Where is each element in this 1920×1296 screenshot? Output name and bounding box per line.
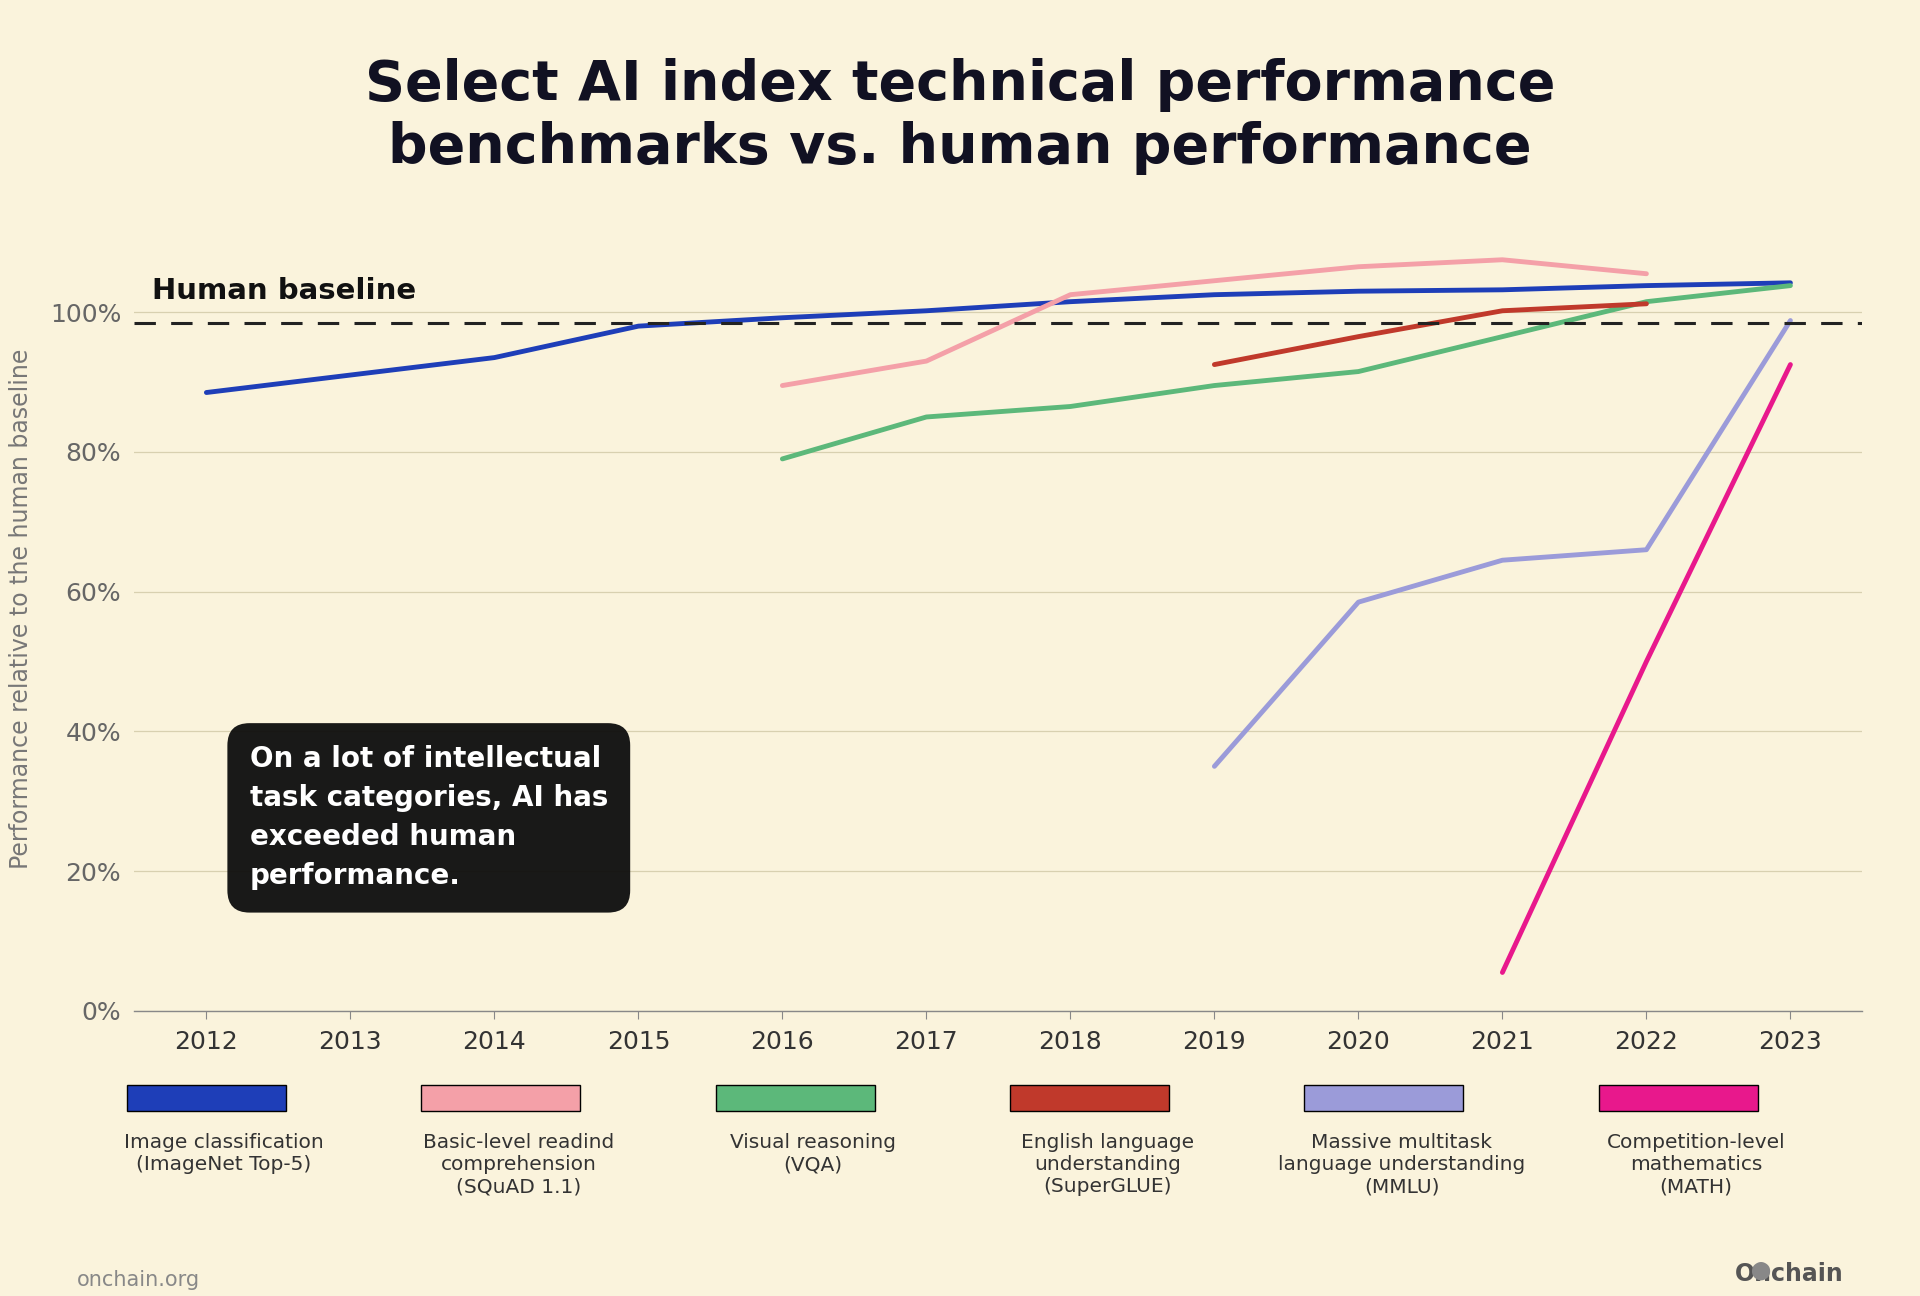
Text: Human baseline: Human baseline [152, 277, 417, 305]
Text: Basic-level readind
comprehension
(SQuAD 1.1): Basic-level readind comprehension (SQuAD… [422, 1134, 614, 1196]
Text: onchain.org: onchain.org [77, 1270, 200, 1290]
FancyBboxPatch shape [127, 1085, 286, 1112]
FancyBboxPatch shape [1010, 1085, 1169, 1112]
FancyBboxPatch shape [716, 1085, 876, 1112]
Text: English language
understanding
(SuperGLUE): English language understanding (SuperGLU… [1021, 1134, 1194, 1196]
FancyBboxPatch shape [1304, 1085, 1463, 1112]
FancyBboxPatch shape [420, 1085, 580, 1112]
Text: Select AI index technical performance
benchmarks vs. human performance: Select AI index technical performance be… [365, 58, 1555, 175]
Text: ⬤: ⬤ [1751, 1262, 1770, 1280]
Text: On a lot of intellectual
task categories, AI has
exceeded human
performance.: On a lot of intellectual task categories… [250, 745, 609, 890]
Text: Massive multitask
language understanding
(MMLU): Massive multitask language understanding… [1279, 1134, 1524, 1196]
Text: Image classification
(ImageNet Top-5): Image classification (ImageNet Top-5) [125, 1134, 324, 1174]
Text: Onchain: Onchain [1734, 1261, 1843, 1286]
Text: Visual reasoning
(VQA): Visual reasoning (VQA) [730, 1134, 897, 1174]
Text: Competition-level
mathematics
(MATH): Competition-level mathematics (MATH) [1607, 1134, 1786, 1196]
FancyBboxPatch shape [1599, 1085, 1759, 1112]
Y-axis label: Performance relative to the human baseline: Performance relative to the human baseli… [10, 349, 33, 870]
